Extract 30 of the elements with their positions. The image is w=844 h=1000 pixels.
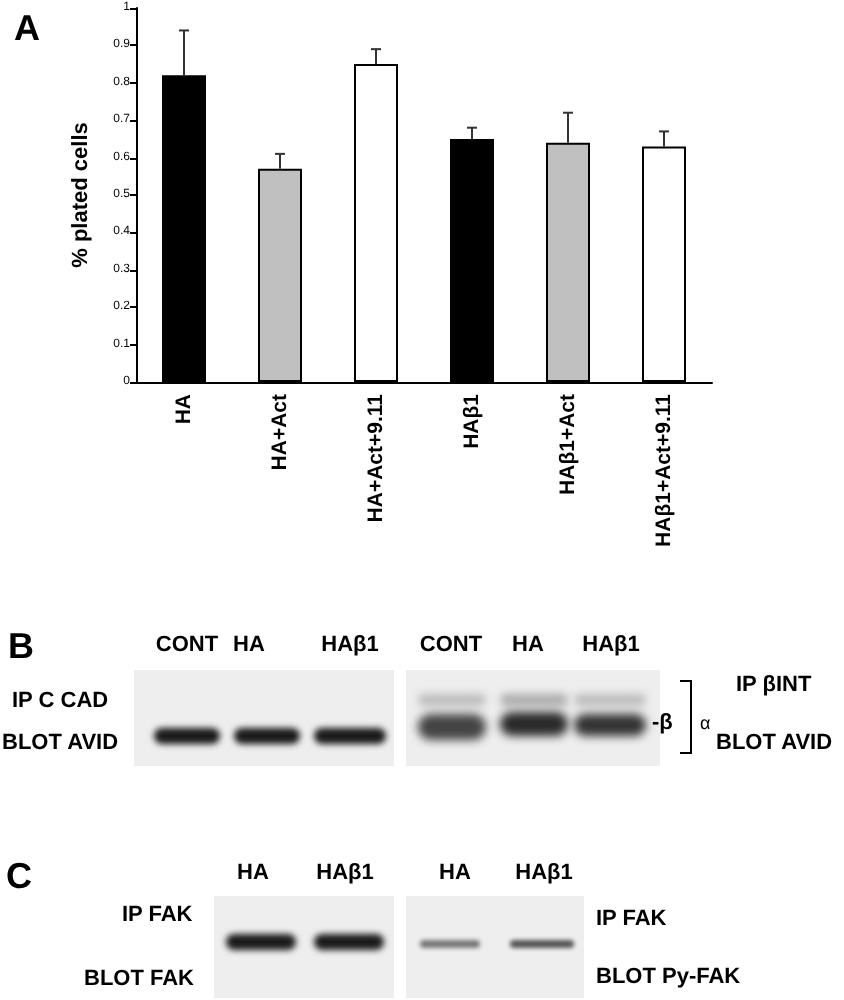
- x-tick-label: HA: [172, 393, 196, 425]
- text: IP βINT: [736, 673, 812, 697]
- text: C: [6, 856, 32, 896]
- text: HAβ1: [582, 633, 640, 657]
- text: BLOT FAK: [84, 967, 194, 991]
- text: HAβ1: [316, 861, 374, 885]
- x-tick-label: HA+Act: [268, 393, 292, 471]
- x-tick-label: HA+Act+9.11: [364, 393, 388, 523]
- text: IP FAK: [122, 903, 193, 927]
- chart-title: A: [14, 8, 40, 48]
- text: HA: [512, 633, 544, 657]
- text: α: [700, 713, 711, 733]
- x-tick-label: HAβ1: [460, 393, 484, 449]
- text: HA: [233, 633, 265, 657]
- text: BLOT AVID: [2, 731, 119, 755]
- text: HAβ1: [321, 633, 379, 657]
- text: BLOT AVID: [716, 731, 833, 755]
- x-tick-label: HAβ1+Act+9.11: [652, 393, 676, 547]
- y-axis-title: % plated cells: [68, 122, 93, 268]
- text: -β: [652, 711, 673, 735]
- text: HAβ1: [515, 861, 573, 885]
- text: IP C CAD: [12, 689, 109, 713]
- text: IP FAK: [596, 907, 667, 931]
- text: CONT: [419, 633, 483, 657]
- text: HA: [237, 861, 269, 885]
- x-tick-label: HAβ1+Act: [556, 393, 580, 495]
- text: B: [8, 626, 34, 666]
- text: CONT: [155, 633, 219, 657]
- text: HA: [439, 861, 471, 885]
- text: BLOT Py-FAK: [596, 965, 741, 989]
